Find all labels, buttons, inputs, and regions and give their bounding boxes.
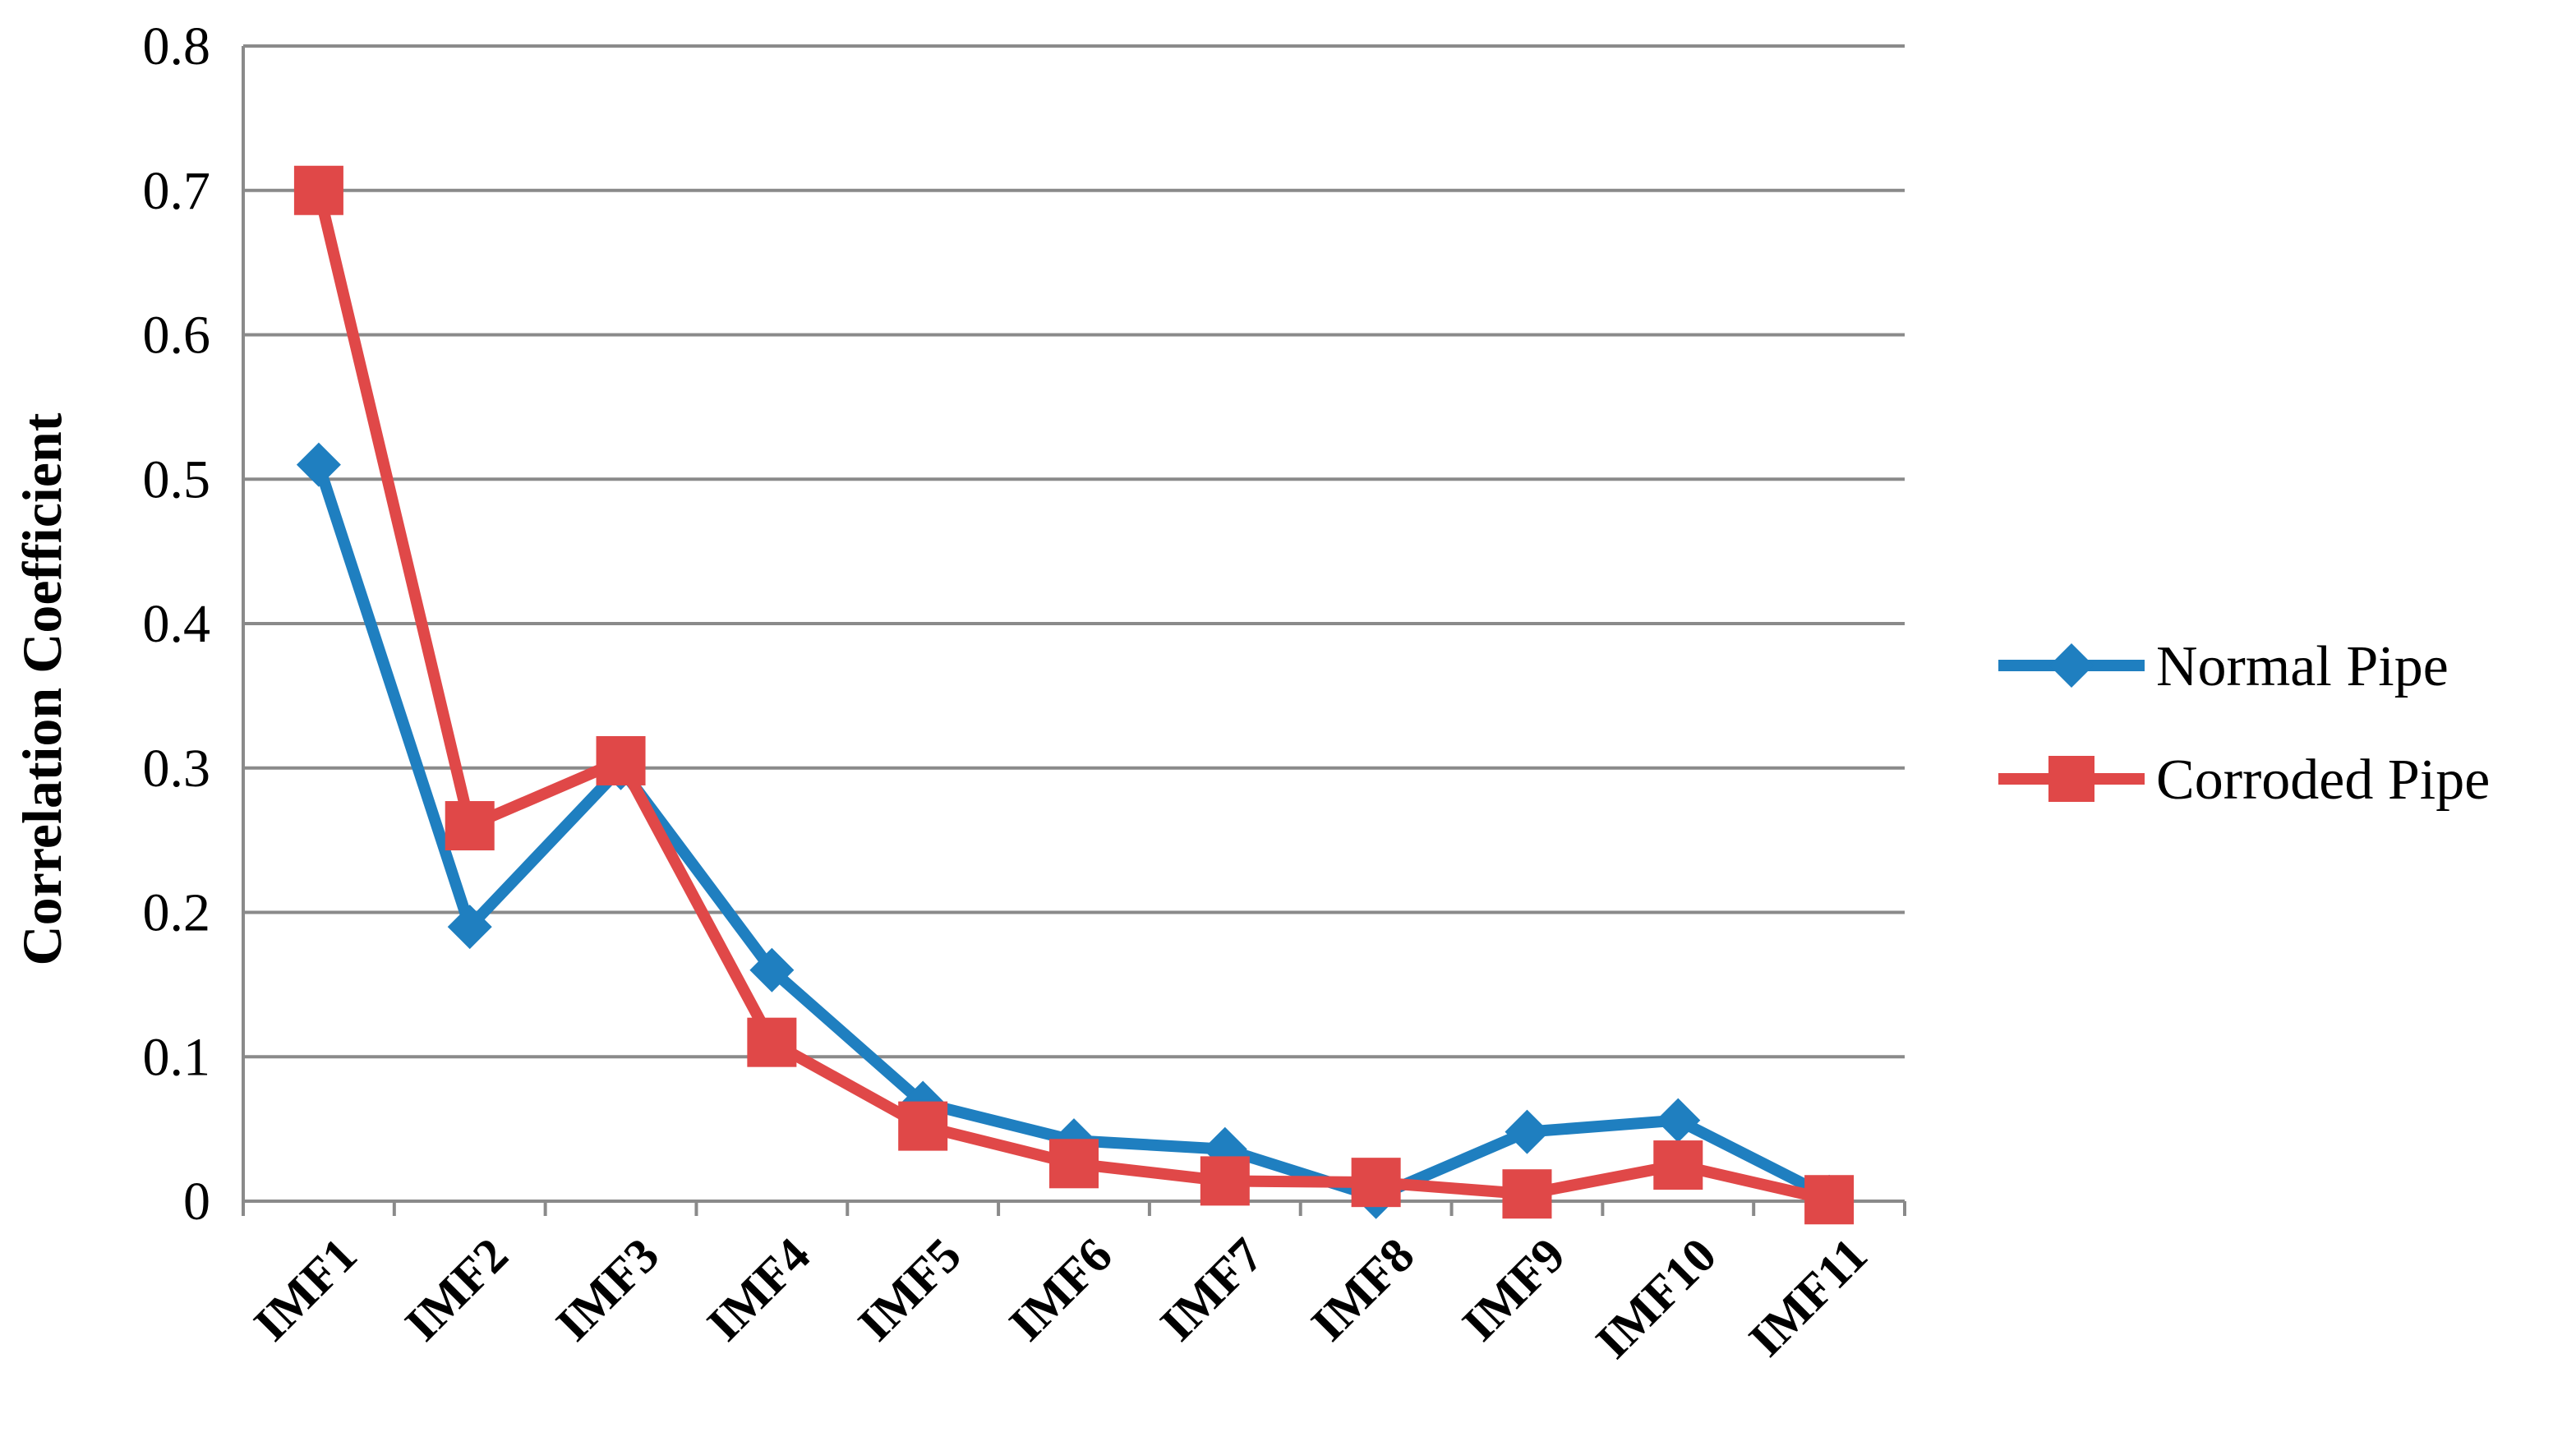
x-tick-label: IMF7 bbox=[1150, 1227, 1273, 1351]
data-point bbox=[1656, 1098, 1701, 1143]
data-point bbox=[445, 801, 495, 851]
data-point bbox=[747, 1017, 797, 1067]
data-point bbox=[1049, 1139, 1099, 1189]
x-tick-label: IMF8 bbox=[1301, 1227, 1424, 1351]
y-axis-label: Correlation Coefficient bbox=[11, 412, 73, 965]
data-point bbox=[1505, 1109, 1550, 1154]
x-tick-label: IMF11 bbox=[1739, 1227, 1878, 1366]
series-normal-pipe bbox=[296, 442, 1852, 1219]
x-tick-label: IMF3 bbox=[546, 1227, 669, 1351]
series bbox=[293, 165, 1855, 1225]
data-point bbox=[1502, 1169, 1552, 1219]
x-tick-label: IMF6 bbox=[999, 1227, 1122, 1351]
y-tick-labels: 0 0.1 0.2 0.3 0.4 0.5 0.6 0.7 0.8 bbox=[143, 16, 211, 1232]
legend-label: Corroded Pipe bbox=[2156, 748, 2490, 812]
data-point bbox=[1351, 1158, 1401, 1208]
y-tick-label: 0.3 bbox=[143, 739, 211, 799]
data-point bbox=[1804, 1175, 1855, 1225]
y-tick-label: 0.5 bbox=[143, 449, 211, 509]
series-line bbox=[313, 189, 1831, 1206]
x-tick-label: IMF9 bbox=[1452, 1227, 1575, 1351]
axes bbox=[242, 46, 1906, 1216]
legend: Normal Pipe Corroded Pipe bbox=[1998, 635, 2490, 812]
x-tick-labels: IMF1 IMF2 IMF3 IMF4 IMF5 IMF6 IMF7 IMF8 IMF9 IMF1… bbox=[243, 1227, 1878, 1369]
data-point bbox=[898, 1101, 948, 1151]
data-point bbox=[749, 947, 795, 992]
y-tick-label: 0.2 bbox=[143, 883, 211, 943]
data-point bbox=[1653, 1140, 1703, 1190]
data-point bbox=[293, 165, 343, 215]
y-tick-label: 0.6 bbox=[143, 306, 211, 366]
x-tick-label: IMF10 bbox=[1586, 1227, 1727, 1369]
legend-marker bbox=[2048, 756, 2094, 802]
y-tick-label: 0.4 bbox=[143, 594, 211, 654]
data-point bbox=[596, 735, 646, 785]
x-tick-label: IMF5 bbox=[848, 1227, 971, 1351]
y-tick-label: 0.7 bbox=[143, 161, 211, 221]
data-point bbox=[447, 905, 492, 950]
gridlines bbox=[243, 44, 1905, 1059]
data-point bbox=[296, 442, 341, 487]
legend-entry: Normal Pipe bbox=[1998, 635, 2449, 698]
legend-label: Normal Pipe bbox=[2156, 635, 2449, 698]
y-tick-label: 0.8 bbox=[143, 16, 211, 76]
data-point bbox=[1200, 1156, 1250, 1206]
series-corroded-pipe bbox=[293, 165, 1855, 1225]
x-tick-label: IMF2 bbox=[394, 1227, 518, 1351]
y-tick-label: 0.1 bbox=[143, 1027, 211, 1087]
y-tick-label: 0 bbox=[183, 1172, 210, 1232]
legend-entry: Corroded Pipe bbox=[1998, 748, 2490, 812]
x-tick-label: IMF1 bbox=[243, 1227, 366, 1351]
x-tick-label: IMF4 bbox=[697, 1227, 820, 1351]
series-line bbox=[313, 463, 1832, 1203]
legend-marker bbox=[2049, 643, 2094, 688]
